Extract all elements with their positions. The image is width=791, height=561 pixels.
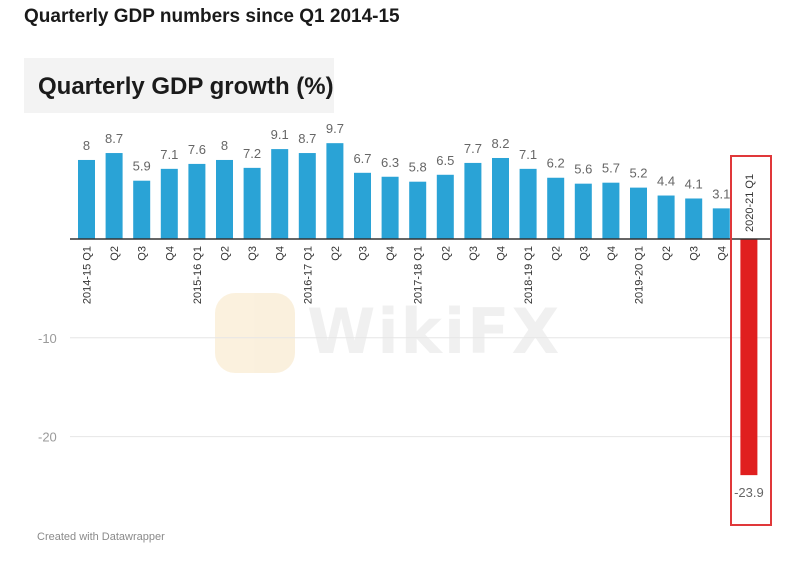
bar-value-label: 8.7 [298, 131, 316, 146]
bar [105, 153, 123, 239]
bar [492, 157, 509, 239]
y-tick-label: -20 [38, 430, 57, 445]
x-tick-label: Q3 [689, 246, 701, 261]
x-tick-label: Q2 [661, 246, 673, 261]
bar [298, 153, 316, 239]
bar [464, 162, 482, 239]
x-tick-label: 2014-15 Q1 [82, 246, 94, 304]
bar-value-label: 5.6 [574, 162, 592, 177]
x-tick-label: Q3 [358, 246, 370, 261]
bar-value-label: 4.4 [657, 174, 675, 189]
bar [630, 187, 647, 239]
x-tick-label: Q2 [220, 246, 232, 261]
bar-value-label: 5.7 [602, 161, 620, 176]
bar [574, 183, 592, 239]
bar [188, 163, 206, 239]
bar-value-label: 7.6 [188, 142, 206, 157]
bar-value-label: -23.9 [734, 485, 764, 500]
bar [547, 177, 565, 239]
x-tick-label: Q3 [578, 246, 590, 261]
x-tick-label: Q4 [496, 246, 508, 261]
x-tick-label: Q2 [551, 246, 563, 261]
chart-title-background [24, 58, 334, 113]
chart-title: Quarterly GDP growth (%) [38, 73, 334, 100]
bar [519, 168, 537, 239]
bar-value-label: 6.5 [436, 153, 454, 168]
bar [712, 208, 730, 239]
bar-value-label: 3.1 [712, 186, 730, 201]
bar [354, 172, 371, 239]
bar [271, 149, 289, 239]
bar [657, 195, 675, 239]
highlight-box [730, 155, 772, 526]
x-tick-label: Q4 [275, 246, 287, 261]
bar [133, 180, 151, 239]
bar [216, 159, 233, 239]
x-tick-label: 2020-21 Q1 [744, 174, 756, 232]
y-tick-label: -10 [38, 331, 57, 346]
x-tick-label: 2019-20 Q1 [634, 246, 646, 304]
bar-value-label: 8.2 [491, 136, 509, 151]
bar-value-label: 8 [83, 138, 90, 153]
x-tick-label: Q4 [164, 246, 176, 261]
bar-value-label: 7.2 [243, 146, 261, 161]
bar-value-label: 4.1 [685, 176, 703, 191]
bar-value-label: 7.7 [464, 141, 482, 156]
x-tick-label: Q2 [109, 246, 121, 261]
x-tick-label: 2018-19 Q1 [523, 246, 535, 304]
bar [160, 168, 178, 239]
bar [740, 239, 758, 476]
page-heading: Quarterly GDP numbers since Q1 2014-15 [24, 6, 400, 27]
bar-value-label: 7.1 [519, 147, 537, 162]
bar-value-label: 5.9 [133, 159, 151, 174]
bar-value-label: 5.2 [629, 166, 647, 181]
bar-value-label: 8 [221, 138, 228, 153]
bar [326, 143, 344, 239]
bar-value-label: 6.2 [547, 156, 565, 171]
x-tick-label: Q4 [716, 246, 728, 261]
x-tick-label: Q4 [606, 246, 618, 261]
bar-value-label: 6.7 [353, 151, 371, 166]
x-tick-label: 2015-16 Q1 [192, 246, 204, 304]
x-tick-label: Q2 [440, 246, 452, 261]
x-tick-label: Q3 [247, 246, 259, 261]
bar-value-label: 8.7 [105, 131, 123, 146]
bar [409, 181, 427, 239]
bar [685, 198, 703, 239]
chart-card [24, 58, 786, 558]
bar [243, 167, 261, 239]
bar-value-label: 5.8 [409, 160, 427, 175]
bar-value-label: 9.1 [271, 127, 289, 142]
bar-value-label: 9.7 [326, 121, 344, 136]
bar [436, 174, 454, 239]
bar-value-label: 7.1 [160, 147, 178, 162]
bar [602, 182, 620, 239]
x-tick-label: 2016-17 Q1 [302, 246, 314, 304]
bar [381, 176, 399, 239]
x-tick-label: 2017-18 Q1 [413, 246, 425, 304]
x-tick-label: Q3 [137, 246, 149, 261]
x-tick-label: Q3 [468, 246, 480, 261]
bar-value-label: 6.3 [381, 155, 399, 170]
chart-credit: Created with Datawrapper [37, 531, 165, 543]
x-tick-label: Q4 [385, 246, 397, 261]
bar [78, 159, 95, 239]
x-tick-label: Q2 [330, 246, 342, 261]
